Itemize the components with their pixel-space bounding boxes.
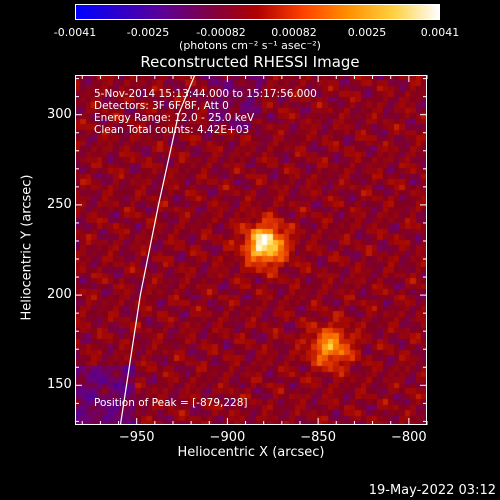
y-tick-label: 200	[47, 287, 72, 303]
y-axis-label: Heliocentric Y (arcsec)	[19, 174, 35, 321]
colorbar-tick: -0.0041	[53, 26, 97, 39]
method-counts-label: Clean Total counts: 4.42E+03	[94, 124, 250, 136]
heatmap-image	[75, 75, 427, 425]
plot-frame	[75, 75, 427, 425]
colorbar-tick: 0.00082	[271, 26, 317, 39]
peak-position-label: Position of Peak = [-879,228]	[94, 397, 248, 409]
energy-range-label: Energy Range: 12.0 - 25.0 keV	[94, 112, 255, 124]
x-tick-label: −950	[118, 430, 155, 445]
y-tick-label: 300	[47, 106, 72, 122]
colorbar-units: (photons cm⁻² s⁻¹ asec⁻²)	[179, 39, 321, 52]
solar-limb-line	[119, 75, 196, 425]
plot-area	[75, 75, 427, 425]
x-tick-label: −850	[300, 430, 336, 445]
x-tick-label: −900	[209, 430, 246, 445]
time-range-label: 5-Nov-2014 15:13:44.000 to 15:17:56.000	[94, 88, 317, 100]
x-tick-label: −800	[390, 430, 427, 445]
datestamp: 19-May-2022 03:12	[368, 483, 496, 498]
colorbar-tick: -0.00082	[196, 26, 246, 39]
detectors-label: Detectors: 3F 6F 8F, Att 0	[94, 100, 229, 112]
colorbar	[75, 4, 440, 20]
colorbar-tick: 0.0025	[347, 26, 387, 39]
y-tick-label: 150	[47, 377, 72, 393]
colorbar-tick: 0.0041	[420, 26, 460, 39]
colorbar-tick: -0.0025	[126, 26, 170, 39]
chart-title: Reconstructed RHESSI Image	[140, 53, 360, 71]
y-tick-label: 250	[47, 196, 72, 212]
x-axis-label: Heliocentric X (arcsec)	[177, 445, 325, 460]
